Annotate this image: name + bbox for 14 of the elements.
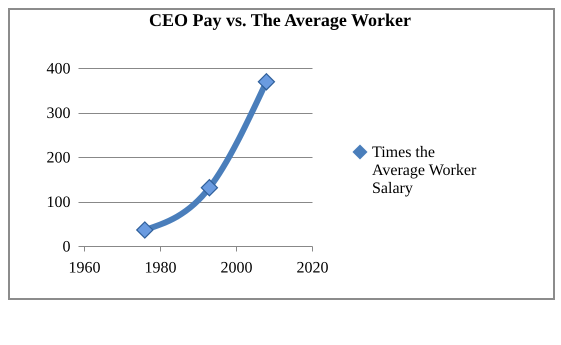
chart-title: CEO Pay vs. The Average Worker (149, 10, 412, 30)
point (200, 179, 218, 196)
x-tick-label: 2020 (296, 260, 328, 276)
point (258, 73, 276, 90)
y-tick-label: 100 (46, 194, 70, 211)
legend-label: Times the Average Worker Salary (372, 144, 477, 197)
x-tick-label: 1960 (68, 260, 100, 276)
y-tick-label: 400 (46, 60, 70, 78)
y-tick-label: 200 (46, 150, 70, 166)
x-tick-label: 2000 (220, 260, 252, 276)
x-tick-label: 1980 (144, 260, 176, 276)
y-tick-label: 0 (62, 238, 70, 256)
point (136, 221, 154, 239)
y-tick-label: 300 (46, 105, 70, 122)
